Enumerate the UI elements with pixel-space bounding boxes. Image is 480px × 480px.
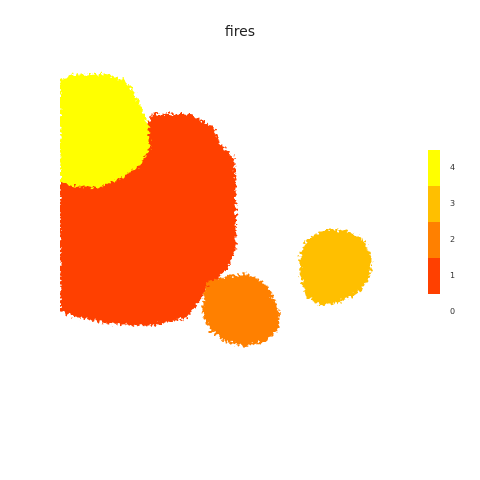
chart-title: fires [225,24,255,40]
colorbar-tick-1: 1 [450,271,455,280]
colorbar-swatch-1 [428,258,440,294]
fire-region-1 [60,114,236,326]
fire-region-2 [202,274,280,346]
colorbar-tick-0: 0 [450,307,455,316]
colorbar-tick-2: 2 [450,235,455,244]
colorbar-swatch-4 [428,150,440,186]
colorbar-tick-3: 3 [450,199,455,208]
colorbar-swatch-3 [428,186,440,222]
heatmap-cells [60,74,372,346]
colorbar-tick-4: 4 [450,163,455,172]
fire-region-3 [300,230,372,306]
colorbar-swatch-2 [428,222,440,258]
colorbar: 0 1 2 3 4 [428,150,455,316]
fire-region-4 [60,74,150,188]
